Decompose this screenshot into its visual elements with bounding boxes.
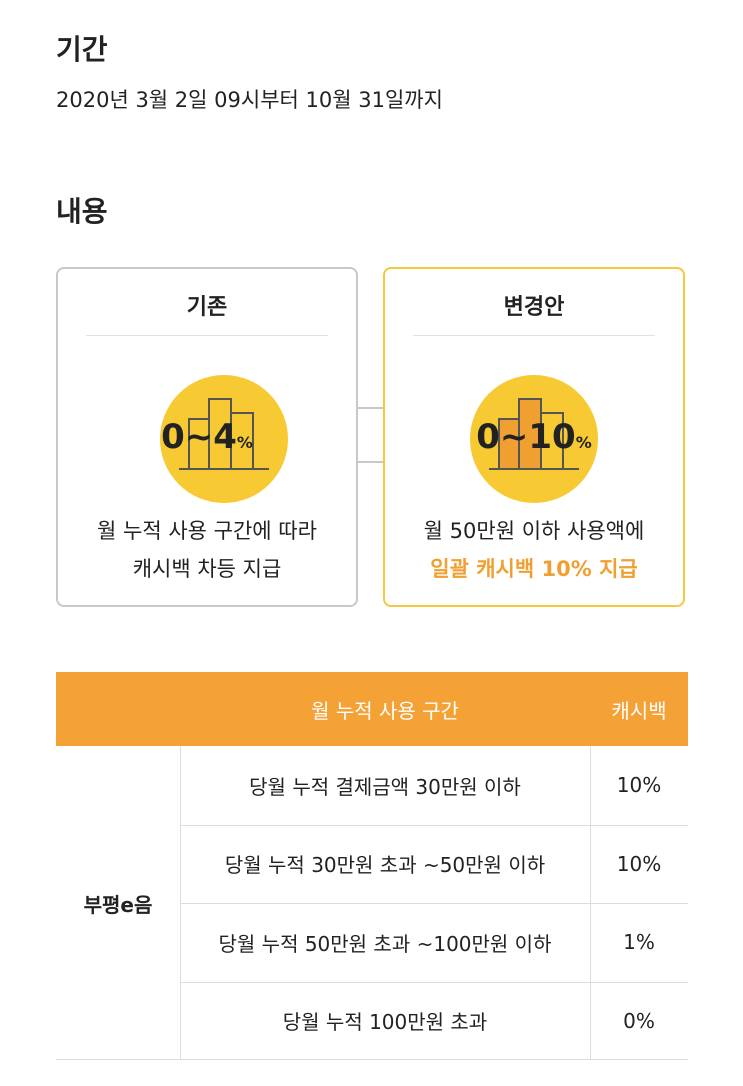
card-after: 변경안 0~10% 월 50만원 이하 사용액에 일괄 캐시백 10% 지급 xyxy=(383,267,685,607)
header-cell: 캐시백 xyxy=(611,698,667,723)
card-desc: 월 누적 사용 구간에 따라 xyxy=(97,519,317,543)
badge-icon xyxy=(160,375,288,503)
range-cell: 당월 누적 50만원 초과 ~100만원 이하 xyxy=(218,931,552,956)
section-title: 기간 xyxy=(56,33,108,66)
card-before: 기존 0~4% 월 누적 사용 구간에 따라 캐시백 차등 지급 xyxy=(56,267,358,607)
period-text: 2020년 3월 2일 09시부터 10월 31일까지 xyxy=(56,88,443,112)
badge-unit: % xyxy=(575,433,592,452)
h-line xyxy=(180,903,688,904)
table-header xyxy=(56,672,688,746)
badge-text: 0~10% xyxy=(385,417,683,457)
section-title: 내용 xyxy=(56,195,108,228)
h-line xyxy=(56,1059,688,1060)
cashback-cell: 10% xyxy=(616,773,662,798)
cashback-cell: 0% xyxy=(623,1008,655,1033)
separator xyxy=(86,335,328,336)
badge-main: 0~10 xyxy=(476,417,576,457)
badge-text: 0~4% xyxy=(58,417,356,457)
range-cell: 당월 누적 결제금액 30만원 이하 xyxy=(249,774,521,799)
card-desc: 월 50만원 이하 사용액에 xyxy=(423,519,645,543)
badge-icon xyxy=(470,375,598,503)
header-cell: 월 누적 사용 구간 xyxy=(311,698,459,723)
cashback-cell: 1% xyxy=(623,930,655,955)
badge-main: 0~4 xyxy=(161,417,237,457)
group-cell: 부평e음 xyxy=(83,892,153,917)
range-cell: 당월 누적 100만원 초과 xyxy=(282,1010,488,1035)
badge-unit: % xyxy=(236,433,253,452)
card-desc-highlight: 일괄 캐시백 10% 지급 xyxy=(430,557,638,581)
h-line xyxy=(180,981,688,983)
cashback-cell: 10% xyxy=(616,851,662,876)
card-desc: 캐시백 차등 지급 xyxy=(132,557,282,581)
range-cell: 당월 누적 30만원 초과 ~50만원 이하 xyxy=(224,853,546,878)
h-line xyxy=(180,824,688,826)
card-label: 기존 xyxy=(186,295,228,320)
card-label: 변경안 xyxy=(503,295,565,320)
separator xyxy=(413,335,655,336)
